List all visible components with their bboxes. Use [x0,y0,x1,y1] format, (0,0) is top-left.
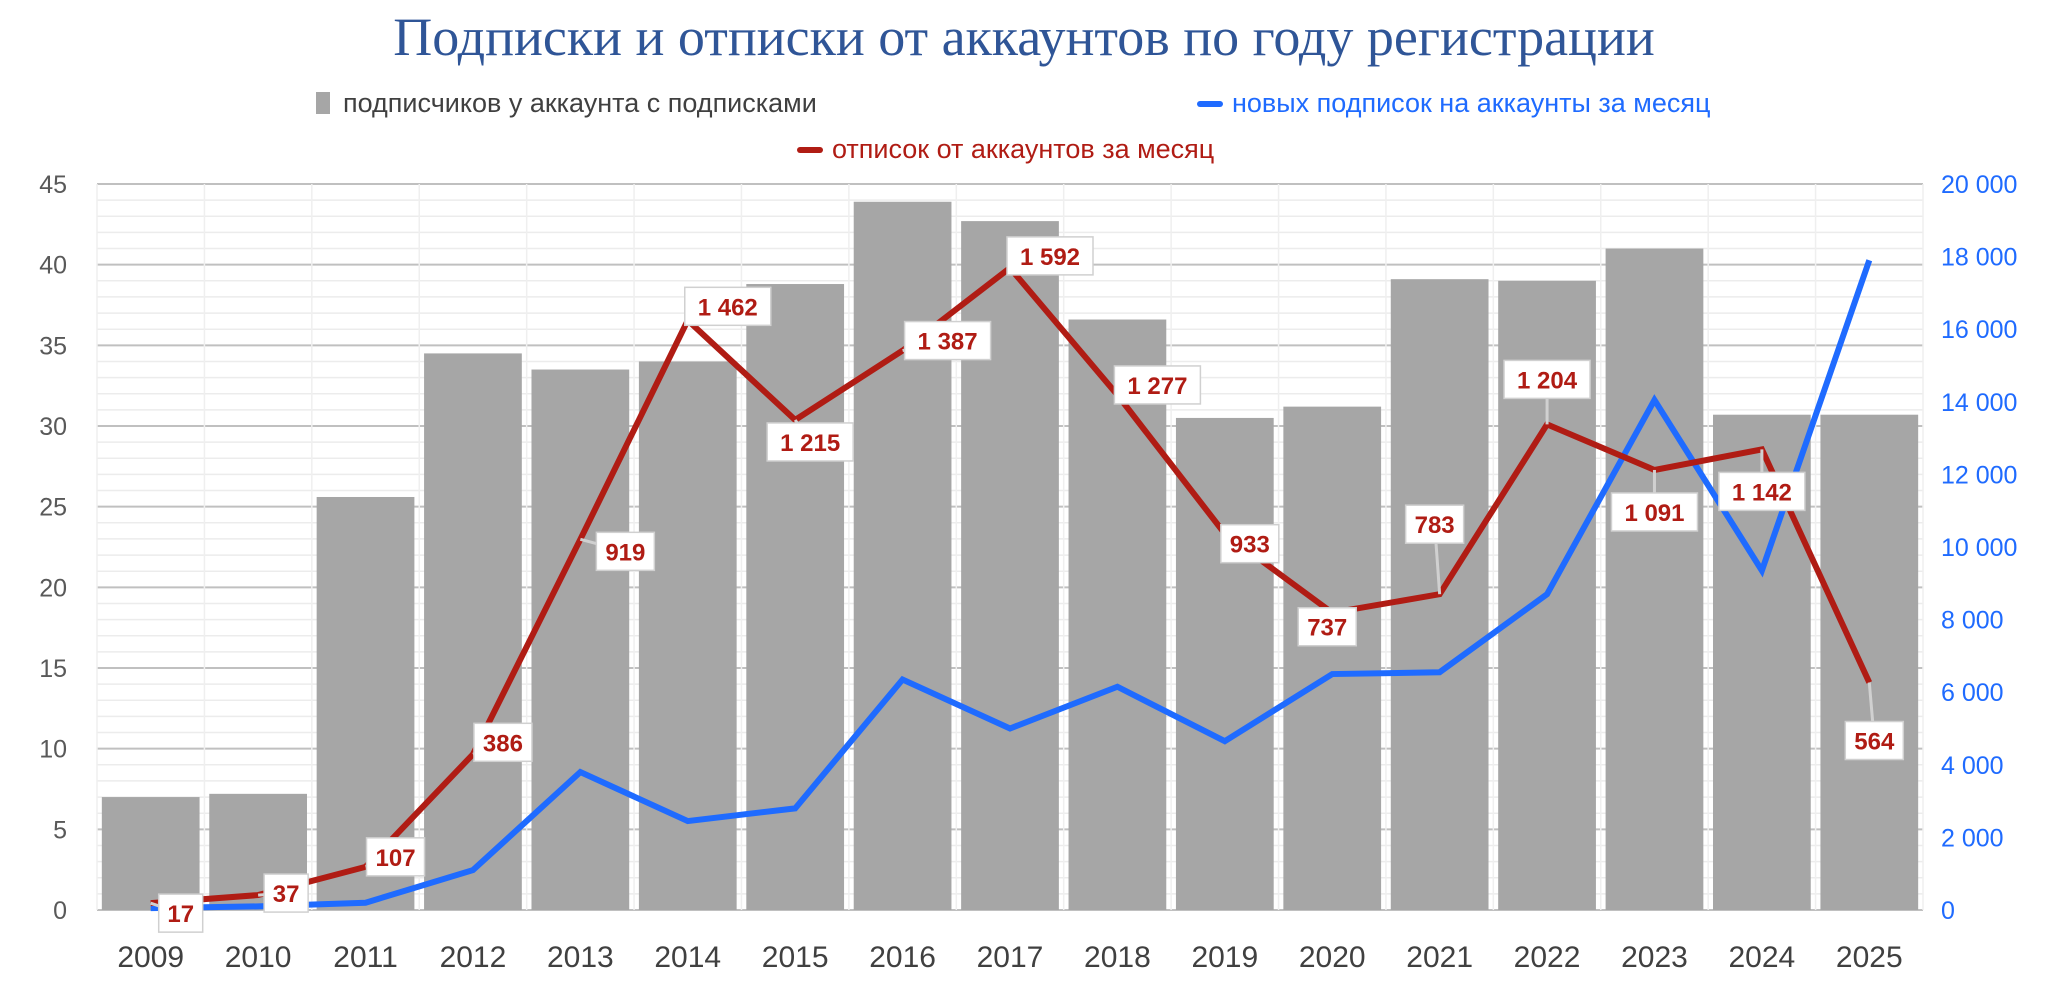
data-label-2019: 933 [1230,532,1270,559]
data-label-2015: 1 215 [780,430,840,457]
x-axis-tick: 2021 [1406,941,1473,974]
bar-2019 [1175,417,1274,910]
x-axis-tick: 2014 [654,941,721,974]
left-axis-tick: 15 [39,655,67,683]
data-label-2010: 37 [273,881,300,908]
right-axis-tick: 10 000 [1941,534,2017,562]
left-axis-tick: 30 [39,413,67,441]
data-label-box [1610,492,1699,532]
x-axis-tick: 2010 [225,941,292,974]
data-label-box [157,893,204,933]
x-axis-tick: 2018 [1084,941,1151,974]
left-axis-tick: 45 [39,171,67,199]
data-label-2012: 386 [483,730,523,757]
data-label-box [263,873,309,913]
bar-2023 [1605,248,1704,911]
data-label-2021: 783 [1415,512,1455,539]
data-label-2011: 107 [376,845,416,872]
data-label-box [365,837,426,877]
legend-label-blue: новых подписок на аккаунты за месяц [1232,88,1710,118]
data-label-box [1718,471,1806,512]
right-axis-tick: 0 [1941,897,1955,925]
data-label-2016: 1 387 [918,329,978,356]
bar-2015 [746,284,845,910]
right-axis-tick: 20 000 [1941,171,2017,199]
left-axis-tick: 25 [39,494,67,522]
left-axis-tick: 40 [39,252,67,280]
x-axis-tick: 2022 [1514,941,1581,974]
x-axis-tick: 2024 [1729,941,1796,974]
data-label-2024: 1 142 [1732,479,1792,506]
bar-2020 [1283,406,1382,910]
legend-swatch-bars [316,92,330,114]
bar-2009 [101,797,200,910]
x-axis-tick: 2009 [117,941,184,974]
bar-2016 [853,201,952,910]
x-axis-tick: 2019 [1191,941,1258,974]
left-axis-tick: 10 [39,736,67,764]
x-axis-tick: 2023 [1621,941,1688,974]
data-label-box [903,320,992,361]
right-axis-tick: 12 000 [1941,461,2017,489]
data-label-2020: 737 [1307,615,1347,642]
data-label-box [1503,359,1591,400]
x-axis-tick: 2015 [762,941,829,974]
data-label-2023: 1 091 [1624,500,1684,527]
data-label-2013: 919 [605,539,645,566]
right-axis-tick: 18 000 [1941,244,2017,272]
data-label-box [1844,720,1905,761]
data-label-box [1006,236,1094,276]
data-label-box [766,422,854,462]
bar-2014 [638,361,737,910]
bar-2012 [424,353,522,910]
bar-2018 [1068,319,1167,910]
data-label-box [595,531,656,572]
data-label-box [1297,606,1357,647]
x-axis-tick: 2020 [1299,941,1366,974]
bar-2025 [1820,414,1919,910]
legend-label-red: отписок от аккаунтов за месяц [832,134,1214,164]
data-label-2017: 1 592 [1020,244,1080,271]
data-label-box [1220,523,1280,564]
right-axis-tick: 6 000 [1941,679,2004,707]
data-label-2025: 564 [1854,729,1895,756]
data-label-box [684,286,772,327]
x-axis-tick: 2025 [1836,941,1903,974]
x-axis-tick: 2011 [333,941,398,974]
x-axis-tick: 2016 [869,941,936,974]
data-label-2014: 1 462 [698,294,758,321]
right-axis-tick: 16 000 [1941,316,2017,344]
data-label-box [1404,504,1465,544]
right-axis-tick: 8 000 [1941,607,2004,635]
legend: подписчиков у аккаунта с подписками новы… [316,88,1710,164]
right-axis-tick: 4 000 [1941,752,2004,780]
bar-2013 [531,369,630,910]
left-axis-tick: 35 [39,332,67,360]
data-label-2009: 17 [167,901,194,928]
data-label-box [473,722,533,763]
left-axis-tick: 5 [53,816,67,844]
x-axis-tick: 2012 [440,941,507,974]
right-axis-tick: 2 000 [1941,824,2004,852]
data-labels: 17 37 107 386 919 1 462 1 215 1 387 1 592 1 277 93… [150,236,1905,933]
data-label-2018: 1 277 [1127,373,1187,400]
legend-label-bars: подписчиков у аккаунта с подписками [343,88,817,118]
chart-title: Подписки и отписки от аккаунтов по году … [393,7,1655,67]
x-axis-tick: 2017 [977,941,1044,974]
x-axis-tick: 2013 [547,941,614,974]
left-axis-tick: 20 [39,574,67,602]
data-label-box [1113,365,1202,405]
left-axis-tick: 0 [53,897,67,925]
right-axis-tick: 14 000 [1941,389,2017,417]
bars [101,201,1919,911]
data-label-2022: 1 204 [1517,367,1578,394]
